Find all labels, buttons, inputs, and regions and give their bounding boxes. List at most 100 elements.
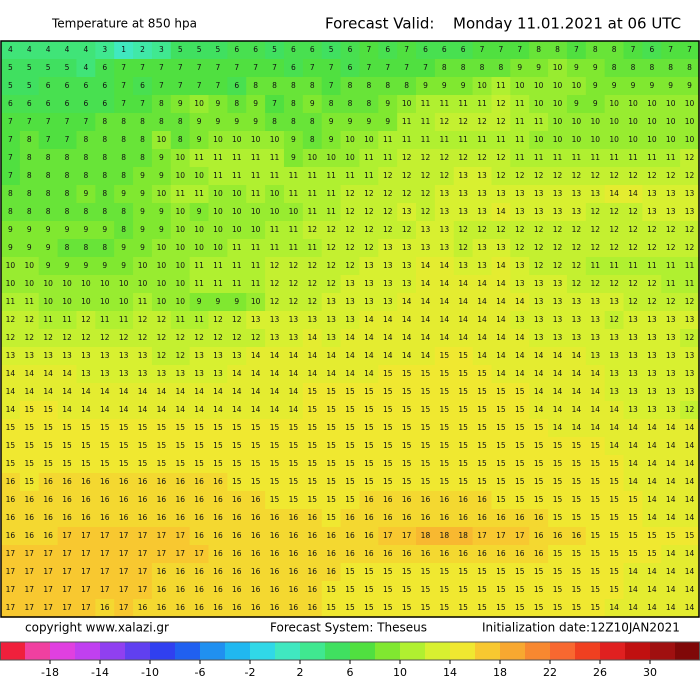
temperature-cell <box>566 563 587 582</box>
temperature-value: 12 <box>553 261 563 270</box>
temperature-value: 14 <box>628 189 638 198</box>
temperature-cell <box>95 491 115 510</box>
temperature-value: 8 <box>121 171 126 180</box>
temperature-value: 12 <box>590 243 600 252</box>
temperature-cell <box>151 257 172 276</box>
temperature-value: 8 <box>348 99 353 108</box>
temperature-value: 16 <box>232 585 242 594</box>
temperature-value: 7 <box>46 117 51 126</box>
temperature-value: 15 <box>402 441 412 450</box>
temperature-cell <box>151 203 172 222</box>
temperature-value: 15 <box>364 603 374 612</box>
temperature-cell <box>566 455 587 474</box>
temperature-cell <box>340 185 361 204</box>
temperature-value: 10 <box>609 99 619 108</box>
temperature-value: 15 <box>534 477 544 486</box>
temperature-value: 17 <box>194 549 204 558</box>
temperature-cell <box>265 329 285 348</box>
temperature-cell <box>283 77 304 96</box>
temperature-cell <box>642 491 662 510</box>
temperature-value: 7 <box>385 63 390 72</box>
temperature-cell <box>472 185 493 204</box>
temperature-value: 12 <box>553 171 563 180</box>
temperature-value: 11 <box>232 171 242 180</box>
temperature-value: 9 <box>84 189 89 198</box>
temperature-value: 8 <box>140 135 145 144</box>
temperature-value: 14 <box>383 333 393 342</box>
temperature-value: 12 <box>685 153 695 162</box>
temperature-value: 14 <box>496 297 506 306</box>
temperature-value: 7 <box>197 63 202 72</box>
temperature-cell <box>227 239 247 258</box>
temperature-cell <box>340 329 361 348</box>
temperature-value: 15 <box>553 603 563 612</box>
temperature-cell <box>133 77 153 96</box>
temperature-value: 12 <box>647 279 657 288</box>
temperature-cell <box>265 203 285 222</box>
temperature-value: 13 <box>477 207 487 216</box>
temperature-cell <box>38 185 59 204</box>
temperature-cell <box>623 455 644 474</box>
temperature-value: 8 <box>480 63 485 72</box>
temperature-cell <box>246 329 266 348</box>
temperature-cell <box>566 437 587 456</box>
temperature-value: 15 <box>138 459 148 468</box>
temperature-value: 15 <box>43 441 53 450</box>
temperature-value: 15 <box>81 441 91 450</box>
temperature-cell <box>95 455 115 474</box>
temperature-value: 15 <box>609 549 619 558</box>
temperature-value: 13 <box>666 387 676 396</box>
temperature-cell <box>38 383 59 402</box>
temperature-value: 13 <box>572 297 582 306</box>
temperature-value: 6 <box>461 45 466 54</box>
temperature-value: 11 <box>251 189 261 198</box>
temperature-cell <box>397 257 417 276</box>
temperature-value: 15 <box>364 477 374 486</box>
temperature-cell <box>151 95 172 114</box>
temperature-value: 6 <box>348 63 353 72</box>
temperature-cell <box>19 599 40 618</box>
temperature-cell <box>585 473 606 492</box>
temperature-cell <box>246 455 266 474</box>
temperature-cell <box>623 221 644 240</box>
temperature-value: 15 <box>289 423 299 432</box>
temperature-cell <box>246 599 266 618</box>
temperature-cell <box>397 293 417 312</box>
temperature-value: 11 <box>251 279 261 288</box>
temperature-value: 9 <box>310 99 315 108</box>
temperature-value: 8 <box>65 189 70 198</box>
temperature-value: 13 <box>25 351 35 360</box>
temperature-cell <box>302 437 323 456</box>
temperature-value: 11 <box>270 153 280 162</box>
temperature-cell <box>566 365 587 384</box>
temperature-cell <box>340 131 361 150</box>
temperature-value: 18 <box>421 531 431 540</box>
temperature-cell <box>491 419 511 438</box>
temperature-value: 10 <box>119 279 129 288</box>
temperature-value: 15 <box>553 567 563 576</box>
temperature-cell <box>604 329 625 348</box>
temperature-value: 15 <box>345 567 355 576</box>
temperature-cell <box>151 77 172 96</box>
temperature-cell <box>114 311 134 330</box>
temperature-value: 15 <box>609 459 619 468</box>
temperature-value: 15 <box>383 585 393 594</box>
temperature-cell <box>359 581 379 600</box>
colorbar-swatch <box>425 642 451 660</box>
temperature-value: 9 <box>574 99 579 108</box>
temperature-cell <box>170 599 191 618</box>
temperature-cell <box>434 311 455 330</box>
temperature-value: 14 <box>6 387 16 396</box>
temperature-value: 7 <box>8 117 13 126</box>
temperature-cell <box>472 131 493 150</box>
temperature-value: 14 <box>157 387 167 396</box>
temperature-cell <box>19 293 40 312</box>
temperature-cell <box>510 383 530 402</box>
temperature-cell <box>529 113 549 132</box>
temperature-value: 7 <box>178 63 183 72</box>
temperature-value: 10 <box>194 243 204 252</box>
temperature-cell <box>1 149 21 168</box>
temperature-value: 7 <box>140 99 145 108</box>
temperature-value: 16 <box>534 531 544 540</box>
temperature-value: 8 <box>329 99 334 108</box>
